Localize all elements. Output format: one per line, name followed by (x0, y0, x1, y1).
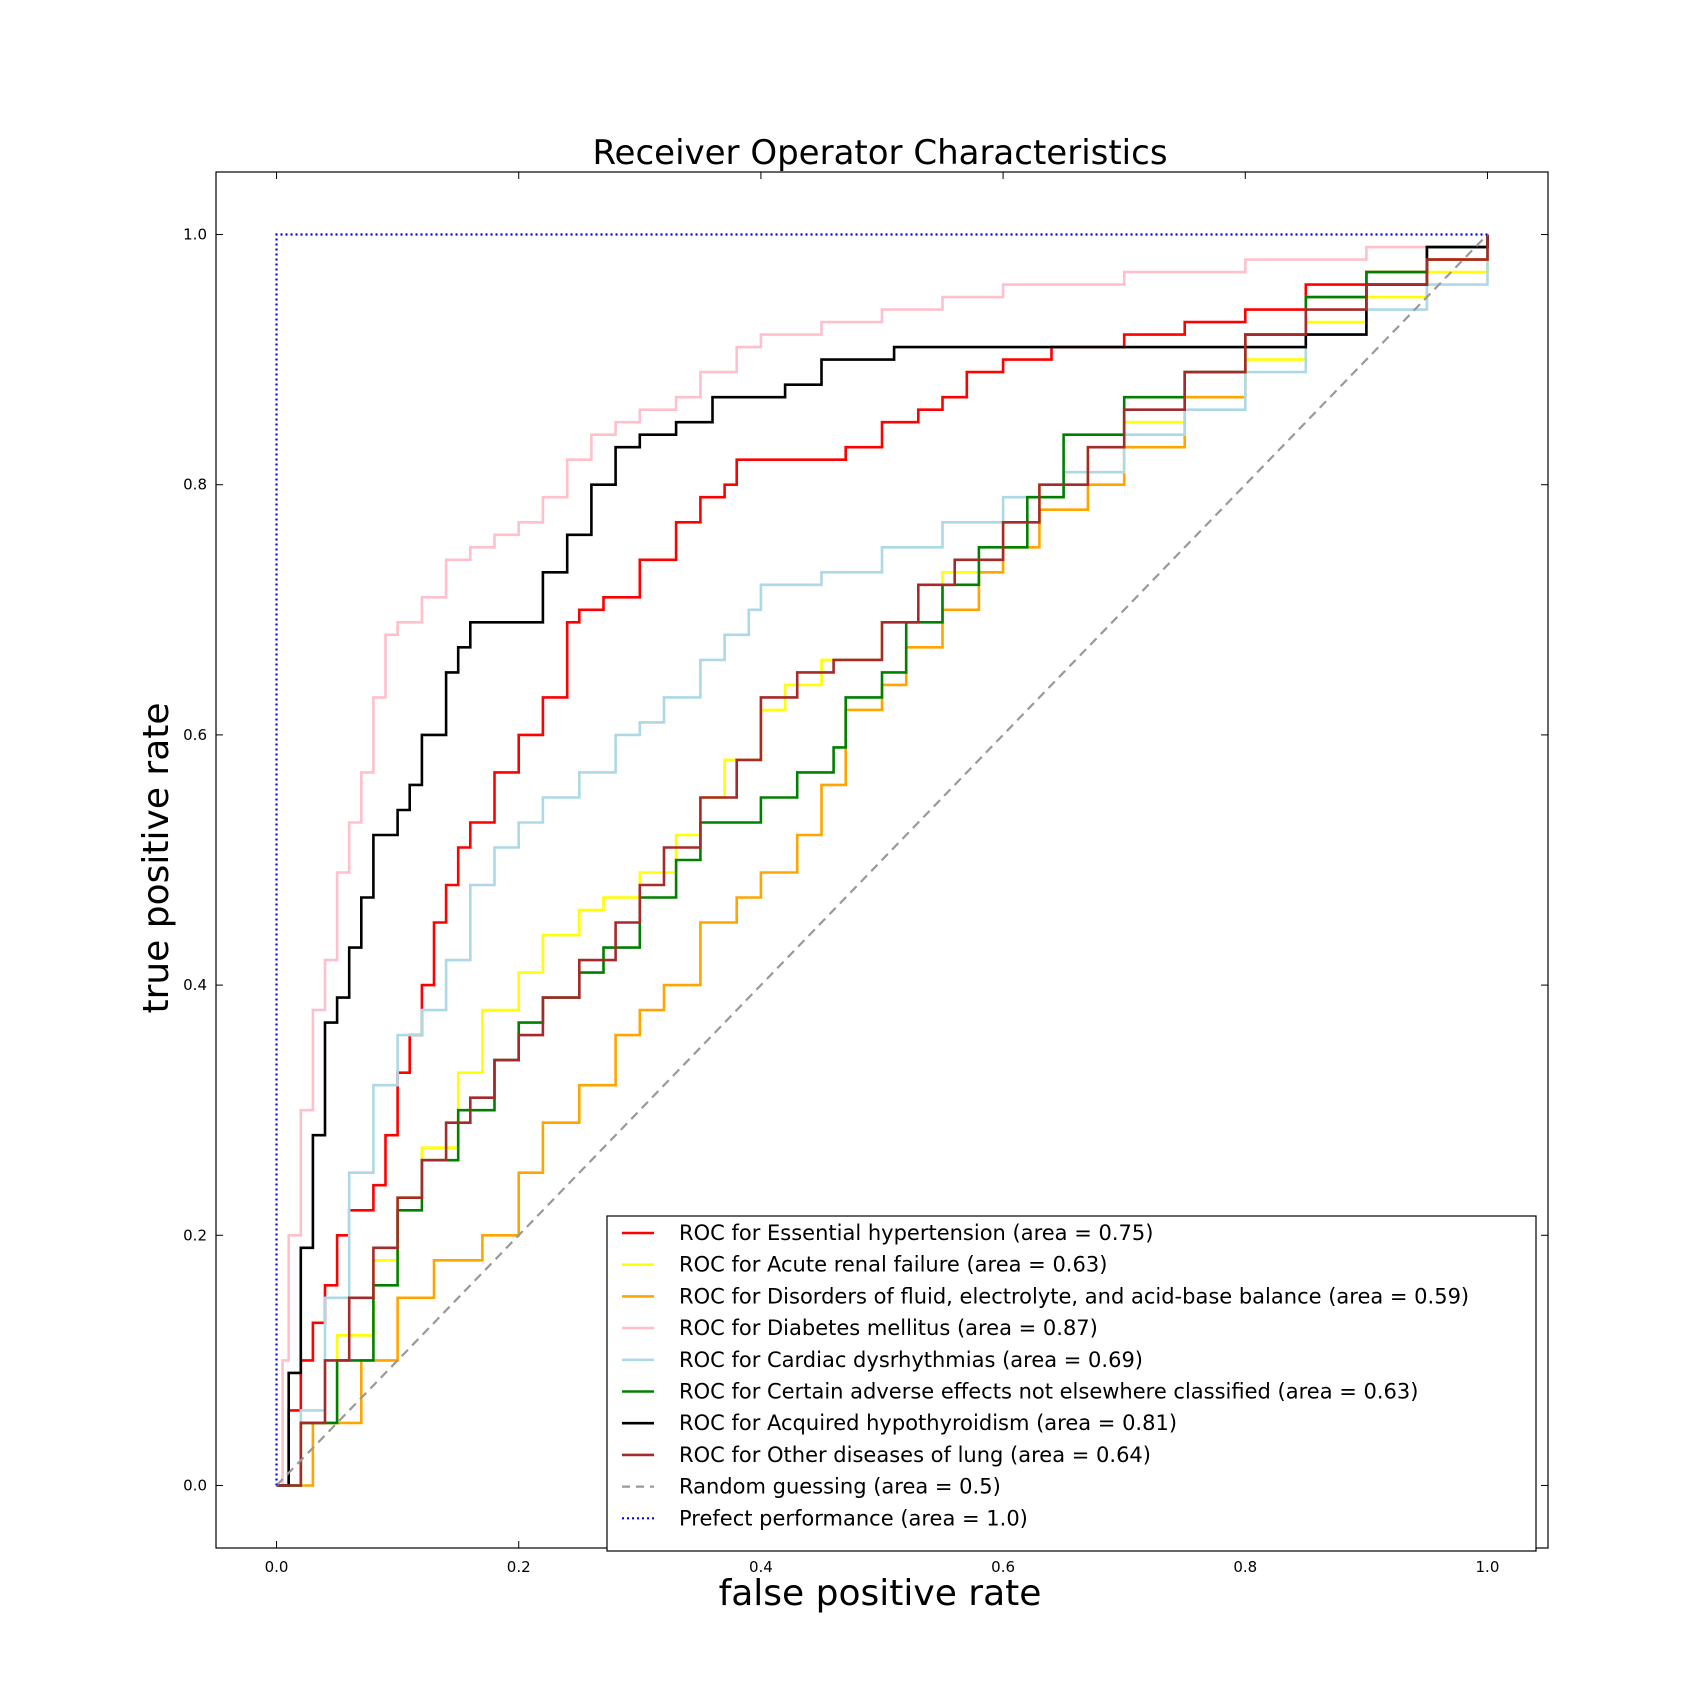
x-tick-label: 0.0 (265, 1558, 289, 1576)
legend-label-roc-for-acute-renal-failure-area-0-63: ROC for Acute renal failure (area = 0.63… (679, 1253, 1107, 1277)
x-tick-label: 1.0 (1476, 1558, 1500, 1576)
legend: ROC for Essential hypertension (area = 0… (606, 1215, 1537, 1552)
ticks-layer: 0.0 0.2 0.4 0.6 0.8 1.0 0.0 0.2 0.4 0.6 0.8 1.0 (183, 172, 1548, 1576)
legend-label-roc-for-cardiac-dysrhythmias-area-0-69: ROC for Cardiac dysrhythmias (area = 0.6… (679, 1348, 1143, 1372)
legend-label-roc-for-diabetes-mellitus-area-0-87: ROC for Diabetes mellitus (area = 0.87) (679, 1316, 1098, 1340)
x-tick-label: 0.8 (1233, 1558, 1257, 1576)
y-tick-label: 0.4 (183, 976, 207, 994)
y-axis-label: true positive rate (136, 702, 177, 1013)
legend-label-roc-for-other-diseases-of-lung-area-0-64: ROC for Other diseases of lung (area = 0… (679, 1443, 1151, 1467)
y-tick-label: 0.0 (183, 1476, 207, 1494)
legend-box (606, 1215, 1537, 1552)
legend-label-roc-for-essential-hypertension-area-0-75: ROC for Essential hypertension (area = 0… (679, 1221, 1153, 1245)
legend-label-roc-for-acquired-hypothyroidism-area-0-81: ROC for Acquired hypothyroidism (area = … (679, 1411, 1177, 1435)
legend-label-roc-for-certain-adverse-effects-not-elsewhere-classified-area-0-63: ROC for Certain adverse effects not else… (679, 1380, 1418, 1404)
x-tick-label: 0.4 (749, 1558, 773, 1576)
series-line-roc-for-diabetes-mellitus-area-0-87 (276, 234, 1489, 1487)
y-tick-label: 0.2 (183, 1226, 207, 1244)
legend-label-roc-for-disorders-of-fluid-electrolyte-and-acid-base-balance-area-0-59: ROC for Disorders of fluid, electrolyte,… (679, 1284, 1469, 1308)
series-line-prefect-performance-area-1-0 (275, 233, 1488, 1486)
x-tick-label: 0.6 (991, 1558, 1015, 1576)
x-tick-label: 0.2 (507, 1558, 531, 1576)
series-line-roc-for-cardiac-dysrhythmias-area-0-69 (276, 234, 1489, 1487)
series-line-random-guessing-area-0-5 (275, 233, 1489, 1487)
y-tick-label: 1.0 (183, 226, 207, 244)
x-axis-label: false positive rate (719, 1573, 1042, 1614)
legend-label-random-guessing-area-0-5: Random guessing (area = 0.5) (679, 1475, 1001, 1499)
series-line-roc-for-acquired-hypothyroidism-area-0-81 (276, 234, 1489, 1487)
series-layer (275, 233, 1489, 1487)
chart-title: Receiver Operator Characteristics (592, 133, 1167, 173)
y-tick-label: 0.8 (183, 476, 207, 494)
y-tick-label: 0.6 (183, 726, 207, 744)
legend-label-prefect-performance-area-1-0: Prefect performance (area = 1.0) (679, 1506, 1028, 1530)
series-line-roc-for-other-diseases-of-lung-area-0-64 (276, 234, 1489, 1487)
